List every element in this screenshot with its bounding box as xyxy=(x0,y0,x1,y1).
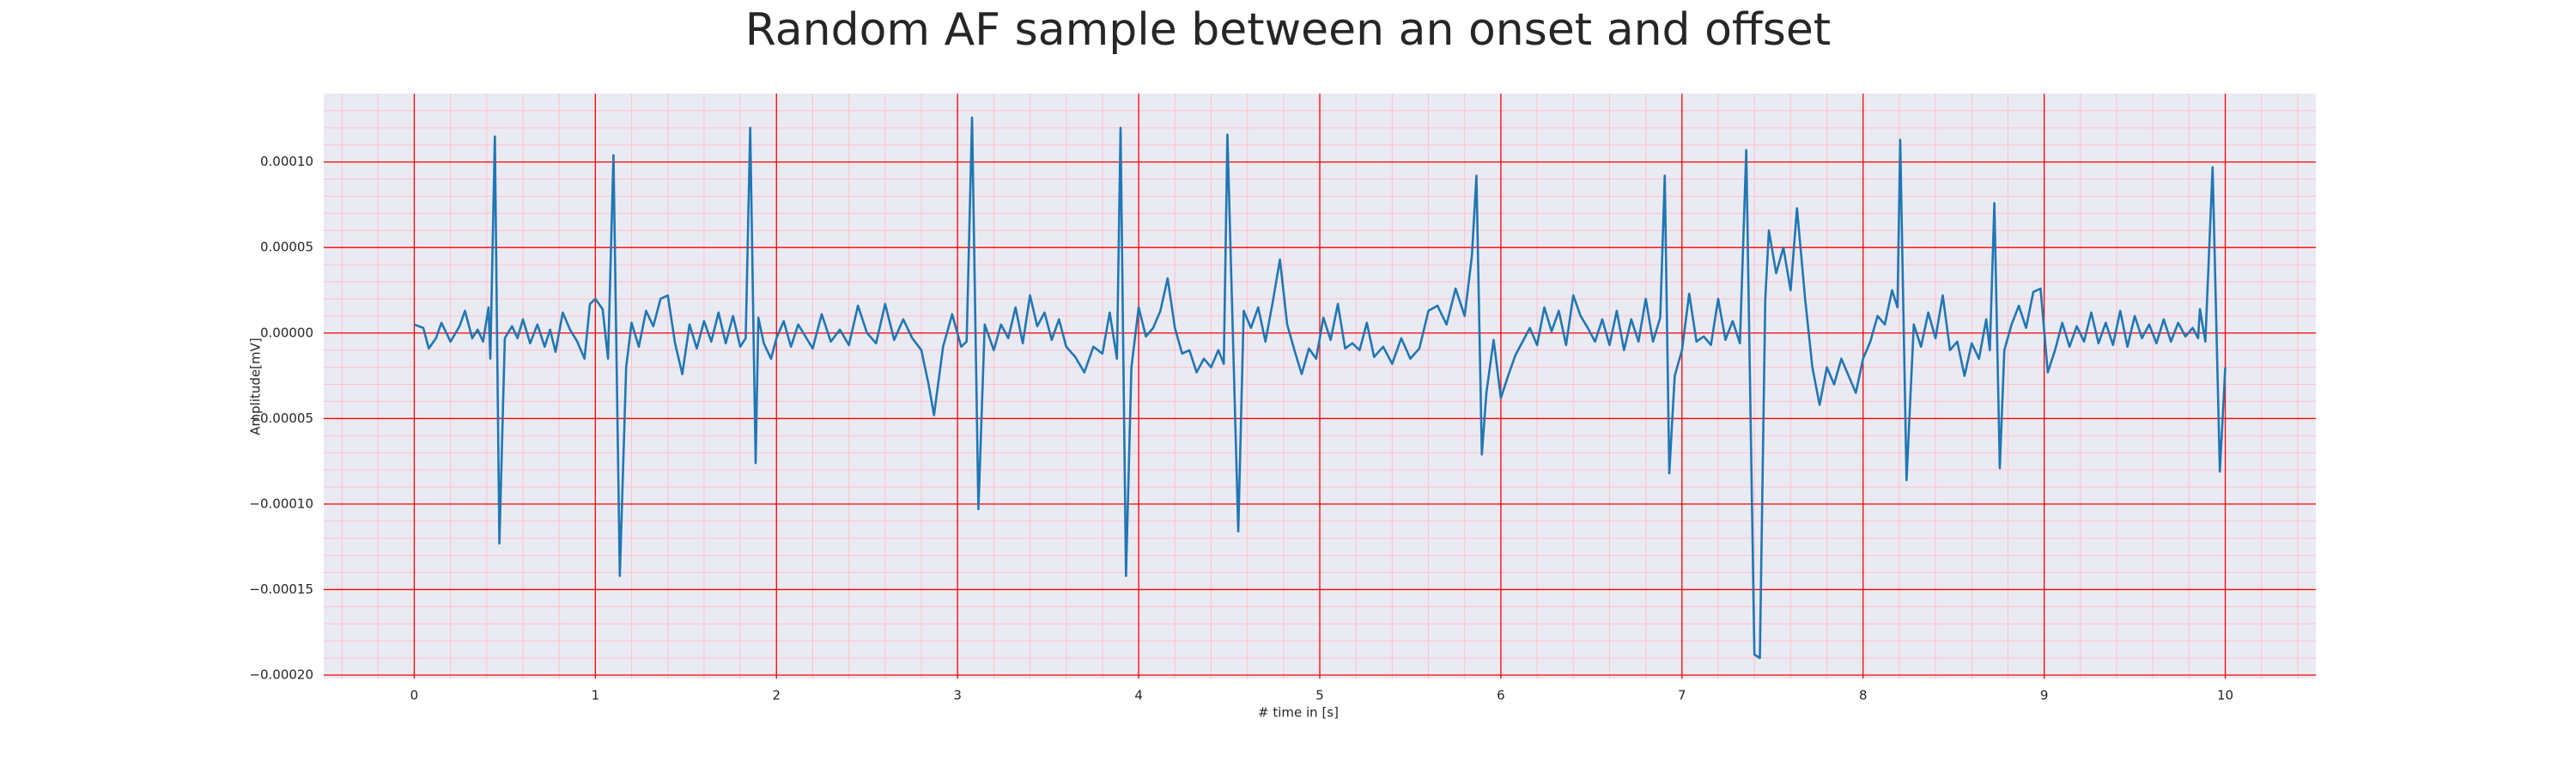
x-tick-label: 1 xyxy=(592,688,600,703)
y-axis-label: Amplitude[mV] xyxy=(248,338,264,435)
y-tick-label: −0.00015 xyxy=(249,581,313,597)
data-line xyxy=(413,116,2227,660)
chart-title: Random AF sample between an onset and of… xyxy=(745,4,1831,56)
x-tick-label: 4 xyxy=(1134,688,1143,703)
x-tick-label: 3 xyxy=(953,688,962,703)
y-tick-label: 0.00005 xyxy=(260,240,313,255)
x-tick-label: 9 xyxy=(2040,688,2049,703)
y-tick-label: −0.00005 xyxy=(249,411,313,426)
mark-layer xyxy=(413,116,2227,660)
grid-layer xyxy=(324,94,2316,679)
x-tick-label: 7 xyxy=(1678,688,1686,703)
x-axis-label: # time in [s] xyxy=(1258,705,1339,721)
y-tick-label: −0.00020 xyxy=(249,667,313,683)
x-tick-label: 6 xyxy=(1497,688,1505,703)
y-tick-label: 0.00010 xyxy=(260,154,313,169)
y-tick-label: −0.00010 xyxy=(249,496,313,511)
y-tick-label: 0.00000 xyxy=(260,325,313,340)
x-tick-label: 0 xyxy=(410,688,419,703)
x-tick-label: 2 xyxy=(772,688,781,703)
x-tick-label: 8 xyxy=(1859,688,1868,703)
x-tick-label: 5 xyxy=(1315,688,1324,703)
x-tick-label: 10 xyxy=(2217,688,2233,703)
